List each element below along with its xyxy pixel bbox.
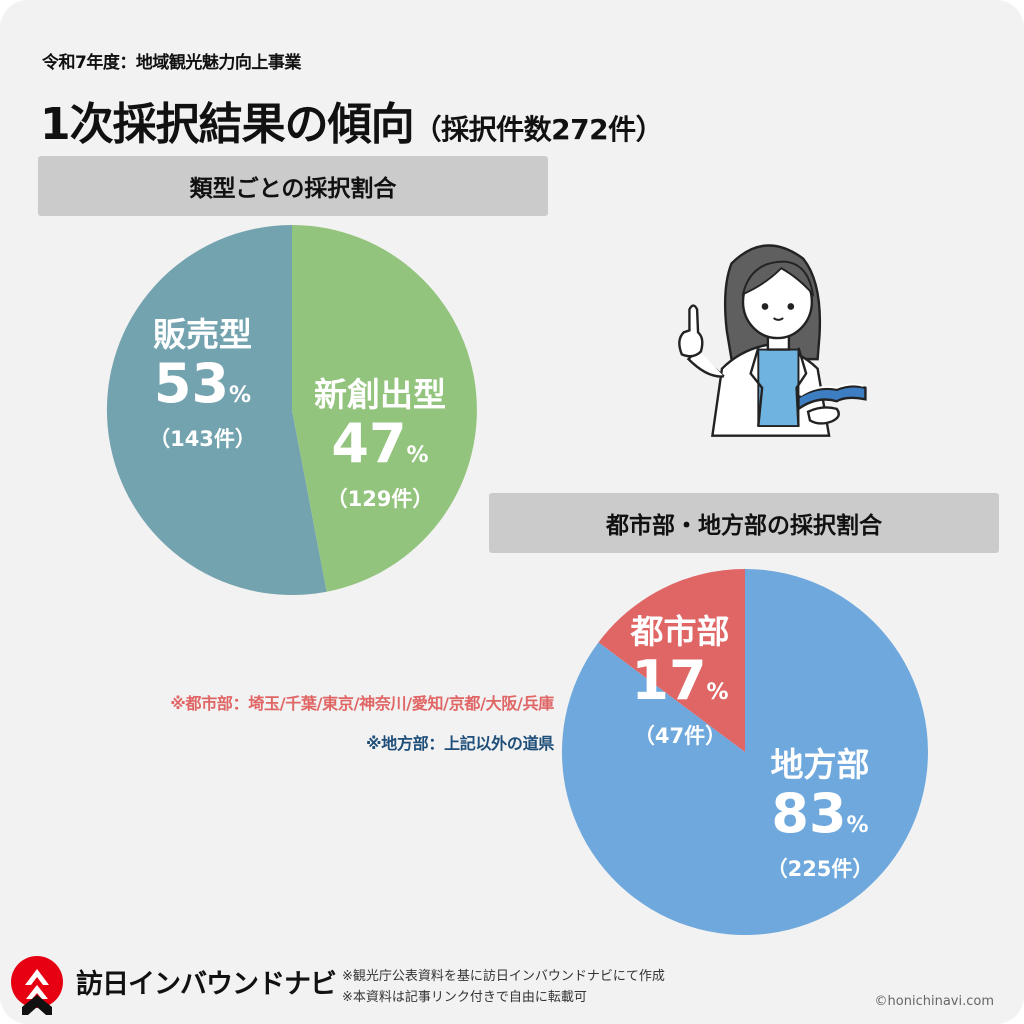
brand-name: 訪日インバウンドナビ — [76, 969, 337, 1000]
woman-holding-book-pointing-icon — [678, 244, 867, 437]
source-note: ※観光庁公表資料を基に訪日インバウンドナビにて作成 — [342, 969, 665, 984]
title-count: （採択件数272件） — [413, 113, 664, 146]
rural-definition-note: ※地方部：上記以外の道県 — [366, 734, 554, 753]
brand-logo-icon — [11, 956, 63, 1015]
urban-definition-note: ※都市部：埼玉/千葉/東京/神奈川/愛知/京都/大阪/兵庫 — [170, 694, 554, 713]
page-title: 1次採択結果の傾向（採択件数272件） — [40, 88, 664, 152]
pie-slice-sales-type — [106, 224, 327, 595]
label-new-creation-type: 新創出型 47% （129件） — [314, 375, 446, 511]
reprint-note: ※本資料は記事リンク付きで自由に転載可 — [342, 990, 587, 1005]
label-urban: 都市部 17% （47件） — [630, 612, 730, 748]
pie-slice-urban — [598, 569, 745, 752]
page-subtitle: 令和7年度：地域観光魅力向上事業 — [42, 53, 301, 73]
type-ratio-heading: 類型ごとの採択割合 — [38, 156, 548, 216]
label-sales-type: 販売型 53% （143件） — [149, 315, 256, 451]
pie-slice-new-creation-type — [292, 225, 477, 592]
copyright-link[interactable]: ©honichinavi.com — [874, 994, 994, 1009]
region-ratio-heading: 都市部・地方部の採択割合 — [489, 493, 999, 553]
footer-notes: ※観光庁公表資料を基に訪日インバウンドナビにて作成 ※本資料は記事リンク付きで自… — [342, 966, 665, 1008]
pie-slice-rural — [561, 569, 928, 935]
label-rural: 地方部 83% （225件） — [766, 745, 874, 881]
type-ratio-pie-chart — [106, 224, 477, 595]
title-main: 1次採択結果の傾向 — [40, 99, 415, 150]
region-ratio-pie-chart — [561, 569, 928, 935]
